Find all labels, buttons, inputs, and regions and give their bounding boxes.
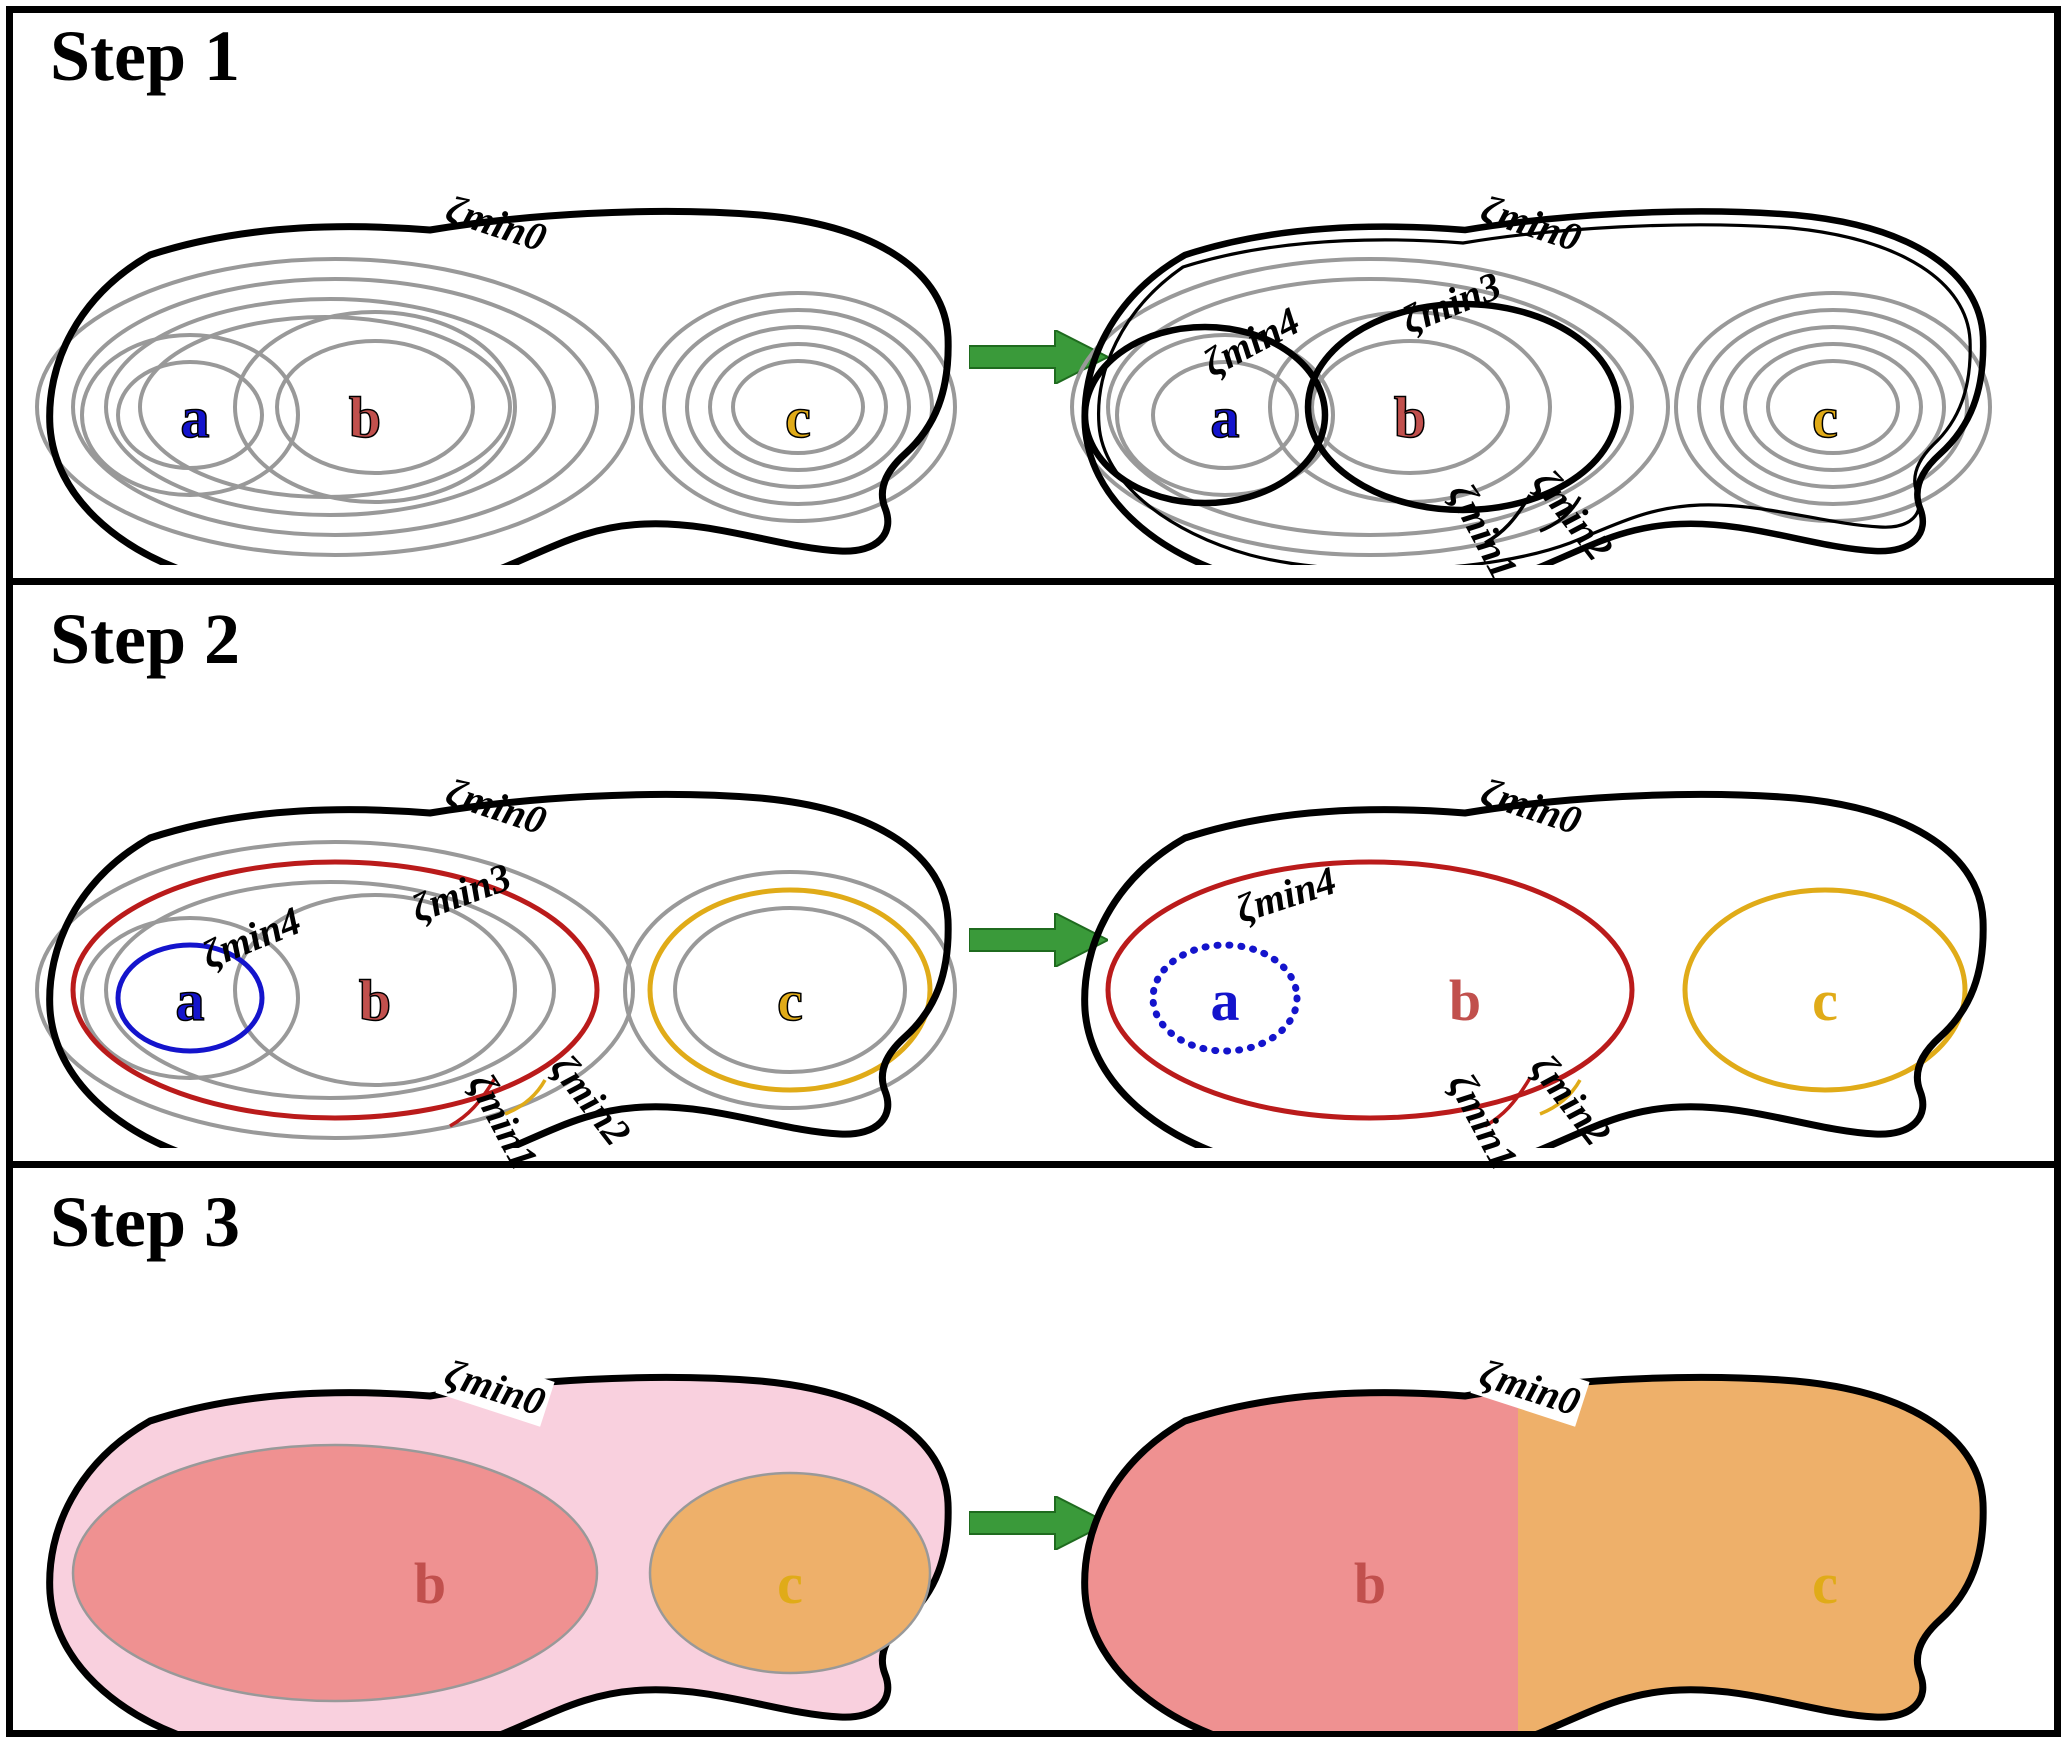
svg-text:b: b (349, 385, 381, 450)
svg-text:b: b (414, 1551, 446, 1616)
svg-text:b: b (1449, 968, 1481, 1033)
svg-text:c: c (1812, 385, 1838, 450)
svg-text:b: b (1394, 385, 1426, 450)
svg-text:c: c (1812, 968, 1838, 1033)
svg-text:c: c (777, 968, 803, 1033)
svg-text:a: a (176, 968, 205, 1033)
svg-text:c: c (1812, 1551, 1838, 1616)
svg-text:c: c (777, 1551, 803, 1616)
svg-text:b: b (359, 968, 391, 1033)
svg-text:a: a (1211, 968, 1240, 1033)
svg-text:c: c (785, 385, 811, 450)
svg-text:a: a (181, 385, 210, 450)
svg-text:a: a (1211, 385, 1240, 450)
svg-text:b: b (1354, 1551, 1386, 1616)
